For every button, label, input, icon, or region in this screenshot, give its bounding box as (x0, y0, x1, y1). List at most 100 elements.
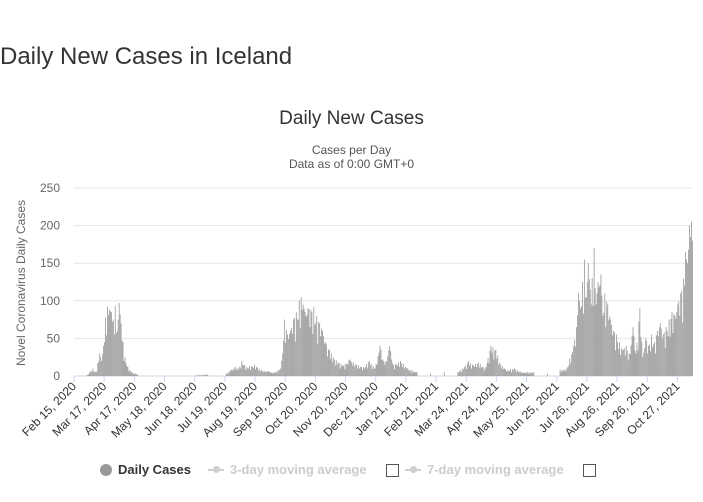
legend-item-3-day-average[interactable]: 3-day moving average (208, 462, 367, 477)
data-bar (119, 314, 121, 376)
data-bar (586, 282, 588, 376)
data-bar (332, 357, 334, 376)
data-bar (496, 358, 498, 376)
data-bar (277, 372, 279, 376)
data-bar (591, 278, 593, 376)
data-bar (117, 319, 119, 376)
data-bar (462, 368, 464, 376)
data-bar (474, 363, 476, 376)
data-bar (128, 371, 130, 376)
data-bar (413, 372, 415, 376)
data-bar (633, 336, 635, 376)
data-bar (268, 371, 270, 376)
data-bar (289, 333, 290, 376)
data-bar (641, 341, 643, 376)
data-bar (631, 335, 633, 376)
data-bar (674, 315, 676, 376)
data-bar (576, 327, 578, 376)
data-bar (522, 372, 524, 376)
data-bar (667, 336, 669, 376)
data-bar (392, 363, 394, 376)
data-bar (412, 370, 414, 376)
data-bar (356, 364, 358, 376)
data-bar (255, 366, 257, 376)
data-bar (608, 320, 610, 376)
data-bar (87, 374, 89, 376)
data-bar (487, 357, 489, 376)
data-bar (328, 349, 330, 376)
data-bar (283, 340, 285, 376)
data-bar (642, 357, 644, 376)
data-bar (258, 368, 260, 376)
data-bar (516, 369, 518, 376)
data-bar (111, 321, 113, 376)
data-bar (357, 368, 359, 376)
data-bar (321, 328, 323, 376)
data-bar (131, 372, 133, 376)
data-bar (567, 366, 569, 376)
data-bar (369, 365, 371, 376)
data-bar (376, 364, 378, 376)
data-bar (481, 366, 483, 376)
data-bar (493, 359, 495, 376)
data-bar (625, 345, 627, 376)
data-bar (673, 314, 675, 376)
checkbox-3-day-average[interactable] (386, 464, 399, 477)
data-bar (278, 369, 280, 376)
data-bar (244, 364, 246, 376)
data-bar (294, 341, 296, 376)
data-bar (125, 363, 127, 376)
data-bar (98, 361, 100, 376)
data-bar (270, 372, 272, 376)
data-bar (331, 361, 333, 376)
data-bar (398, 362, 399, 376)
data-bar (510, 369, 511, 376)
data-bar (297, 320, 299, 376)
data-bar (494, 350, 496, 376)
data-bar (236, 367, 238, 376)
data-bar (646, 340, 648, 376)
data-bar (93, 371, 95, 376)
checkbox-7-day-average[interactable] (583, 464, 596, 477)
data-bar (230, 369, 232, 376)
legend-item-daily-cases[interactable]: Daily Cases (100, 462, 191, 477)
data-bar (252, 366, 253, 376)
data-bar (198, 375, 200, 376)
data-bar (565, 371, 567, 376)
data-bar (271, 372, 273, 376)
data-bar (415, 372, 417, 376)
data-bar (99, 353, 101, 376)
data-bar (500, 364, 502, 376)
data-bar (589, 289, 591, 376)
y-tick-label: 150 (40, 256, 60, 270)
data-bar (594, 288, 596, 376)
data-bar (362, 369, 363, 376)
data-bar (521, 372, 523, 376)
data-bar (281, 360, 283, 376)
data-bar (201, 375, 203, 376)
data-bar (478, 367, 480, 376)
data-bar (353, 362, 355, 376)
data-bar (282, 353, 284, 376)
data-bar (301, 309, 303, 376)
data-bar (524, 372, 526, 376)
legend-item-7-day-average[interactable]: 7-day moving average (405, 462, 564, 477)
data-bar (325, 342, 326, 376)
data-bar (291, 327, 292, 376)
data-bar (525, 373, 527, 376)
data-bar (408, 370, 410, 376)
data-bar (626, 350, 628, 376)
data-bar (122, 342, 124, 376)
data-bar (237, 369, 239, 376)
legend-label-daily-cases: Daily Cases (118, 462, 191, 477)
data-bar (234, 366, 236, 376)
data-bar (597, 282, 599, 376)
data-bar (136, 374, 138, 376)
data-bar (661, 338, 663, 376)
y-tick-label: 0 (53, 369, 60, 383)
data-bar (512, 369, 514, 376)
data-bar (629, 354, 631, 376)
data-bar (303, 308, 305, 376)
data-bar (587, 263, 589, 376)
data-bar (363, 366, 364, 376)
